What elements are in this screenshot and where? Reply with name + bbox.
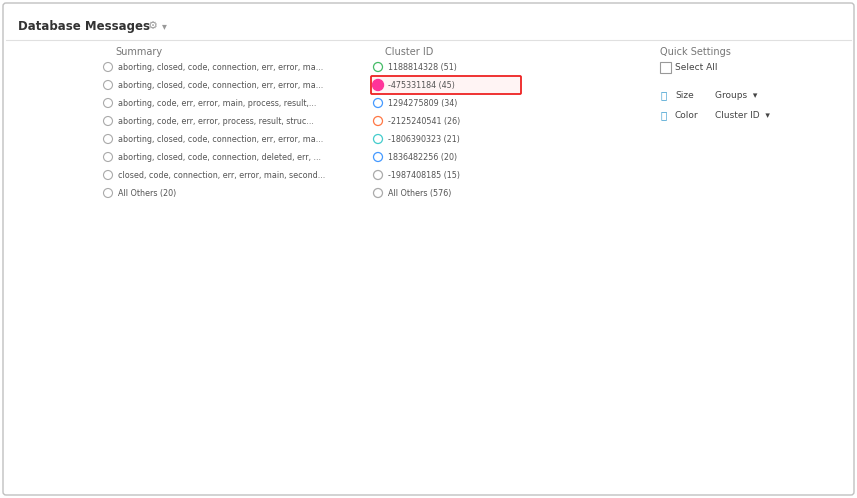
Point xyxy=(346,298,360,306)
Point xyxy=(704,249,717,257)
Point xyxy=(166,274,180,282)
Point xyxy=(561,249,575,257)
Text: Quick Settings: Quick Settings xyxy=(660,47,731,57)
Point xyxy=(626,274,640,282)
Text: Cluster ID  ▾: Cluster ID ▾ xyxy=(715,111,770,120)
Text: Database Messages: Database Messages xyxy=(18,19,150,32)
Point xyxy=(407,347,421,355)
Text: 1188814328 (51): 1188814328 (51) xyxy=(388,63,457,72)
Point xyxy=(536,347,550,355)
Text: aborting, code, err, error, main, process, result,...: aborting, code, err, error, main, proces… xyxy=(118,99,316,108)
Text: aborting, closed, code, connection, deleted, err, ...: aborting, closed, code, connection, dele… xyxy=(118,152,321,161)
Text: Size: Size xyxy=(675,91,694,100)
Text: 1836482256 (20): 1836482256 (20) xyxy=(388,152,457,161)
Point xyxy=(397,445,411,453)
Point xyxy=(400,274,414,282)
Text: Summary: Summary xyxy=(115,47,162,57)
Point xyxy=(472,249,486,257)
Text: -1987408185 (15): -1987408185 (15) xyxy=(388,170,460,179)
Text: Select All: Select All xyxy=(675,63,717,72)
Text: aborting, code, err, error, process, result, struc...: aborting, code, err, error, process, res… xyxy=(118,117,314,125)
Point xyxy=(620,323,633,331)
Text: aborting, closed, code, connection, err, error, ma...: aborting, closed, code, connection, err,… xyxy=(118,81,323,90)
Text: aborting, closed, code, connection, err, error, ma...: aborting, closed, code, connection, err,… xyxy=(118,63,323,72)
Text: ⚙: ⚙ xyxy=(148,21,158,31)
Point xyxy=(393,420,406,428)
Text: -475331184 (45): -475331184 (45) xyxy=(388,81,455,90)
Point xyxy=(301,249,315,257)
Text: -1806390323 (21): -1806390323 (21) xyxy=(388,134,460,143)
Point xyxy=(312,249,326,257)
Text: ⓘ: ⓘ xyxy=(661,110,668,120)
Point xyxy=(504,420,518,428)
Point xyxy=(461,249,475,257)
Point xyxy=(148,298,162,306)
Text: Groups  ▾: Groups ▾ xyxy=(715,91,758,100)
Bar xyxy=(660,62,671,73)
Point xyxy=(540,274,554,282)
Point xyxy=(274,347,288,355)
Point xyxy=(298,274,312,282)
Text: aborting, closed, code, connection, err, error, ma...: aborting, closed, code, connection, err,… xyxy=(118,134,323,143)
Point xyxy=(605,396,619,404)
Point xyxy=(623,249,637,257)
FancyBboxPatch shape xyxy=(3,3,854,495)
Point xyxy=(400,396,414,404)
Text: All Others (576): All Others (576) xyxy=(388,189,452,198)
Point xyxy=(397,323,411,331)
Point xyxy=(623,298,637,306)
Circle shape xyxy=(373,80,383,91)
Point xyxy=(608,347,622,355)
Point xyxy=(700,274,714,282)
Point xyxy=(411,274,424,282)
Text: 1294275809 (34): 1294275809 (34) xyxy=(388,99,458,108)
Point xyxy=(544,298,558,306)
Point xyxy=(152,249,165,257)
Point xyxy=(696,298,710,306)
Point xyxy=(397,347,411,355)
Point xyxy=(615,372,629,379)
Point xyxy=(540,323,554,331)
Point xyxy=(566,274,579,282)
Point xyxy=(526,372,540,379)
Text: ▾: ▾ xyxy=(162,21,167,31)
Point xyxy=(202,396,216,404)
Point xyxy=(515,396,529,404)
Point xyxy=(389,445,403,453)
Point xyxy=(557,274,571,282)
Point xyxy=(432,445,446,453)
Point xyxy=(404,372,417,379)
Point xyxy=(440,445,453,453)
Y-axis label: Summary: Summary xyxy=(29,329,38,373)
Text: closed, code, connection, err, error, main, second...: closed, code, connection, err, error, ma… xyxy=(118,170,326,179)
Point xyxy=(289,274,303,282)
Point xyxy=(397,372,411,379)
Text: Cluster ID: Cluster ID xyxy=(385,47,434,57)
Text: -2125240541 (26): -2125240541 (26) xyxy=(388,117,460,125)
Text: All Others (20): All Others (20) xyxy=(118,189,177,198)
Text: Color: Color xyxy=(675,111,698,120)
Text: ⓘ: ⓘ xyxy=(661,90,668,100)
Point xyxy=(594,420,608,428)
FancyBboxPatch shape xyxy=(371,76,521,94)
Point xyxy=(393,249,406,257)
